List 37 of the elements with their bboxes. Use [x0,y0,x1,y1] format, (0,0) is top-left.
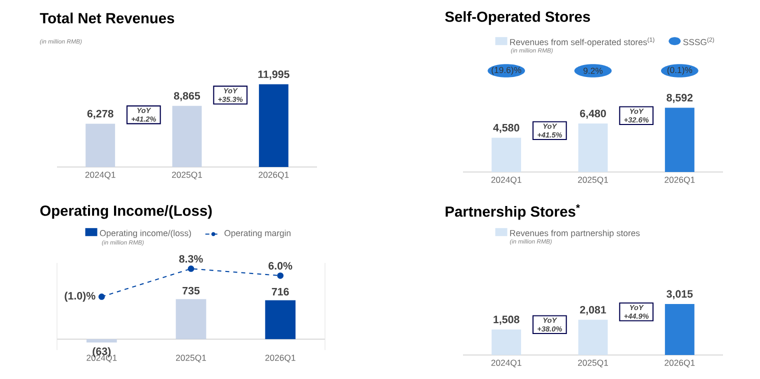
chart-title: Total Net Revenues [40,12,174,24]
data-label: 8,592 [666,94,693,103]
text: (19.6)% [492,66,522,75]
chart-title: Partnership Stores$^{*}$ [446,204,580,220]
data-label: 6.0% [268,262,292,270]
legend-label: Revenues from self-operated stores$^{(1)}$ [510,37,654,47]
x-tick-label: 2024Q1 [491,360,522,368]
data-label: 6,480 [580,110,606,119]
chart-title: Self-Operated Stores [445,11,590,25]
chart-title: Operating Income/(Loss) [40,205,212,219]
text: (0.1)% [667,66,692,75]
data-label: 1,508 [494,316,520,325]
data-label: 2,081 [580,306,606,316]
data-label: 6,278 [87,110,114,119]
data-label: (1.0)% [64,292,96,302]
legend-label: Operating margin [224,230,290,238]
data-label: 8.3% [179,255,203,263]
text: 9.2% [584,68,603,74]
data-label: 11,995 [258,70,290,80]
x-tick-label: 2026Q1 [265,354,296,362]
x-tick-label: 2025Q1 [176,354,206,362]
x-tick-label: 2024Q1 [491,176,522,184]
data-label: 8,865 [174,92,200,102]
x-tick-label: 2025Q1 [172,172,202,180]
text: SSSG$^{(2)}$ [683,37,714,46]
legend-label: Revenues from partnership stores [510,230,640,238]
data-label: 716 [272,288,289,296]
data-label: 3,015 [666,290,693,300]
x-tick-label: 2024Q1 [85,172,116,180]
legend-label: Operating income/(loss) [100,230,191,238]
x-tick-label: 2026Q1 [258,172,289,180]
data-label: 735 [182,286,200,294]
x-tick-label: 2025Q1 [578,176,608,184]
x-tick-label: 2026Q1 [664,360,695,368]
x-tick-label: 2026Q1 [664,176,695,184]
data-label: 4,580 [493,124,520,134]
x-tick-label: 2025Q1 [578,360,608,368]
